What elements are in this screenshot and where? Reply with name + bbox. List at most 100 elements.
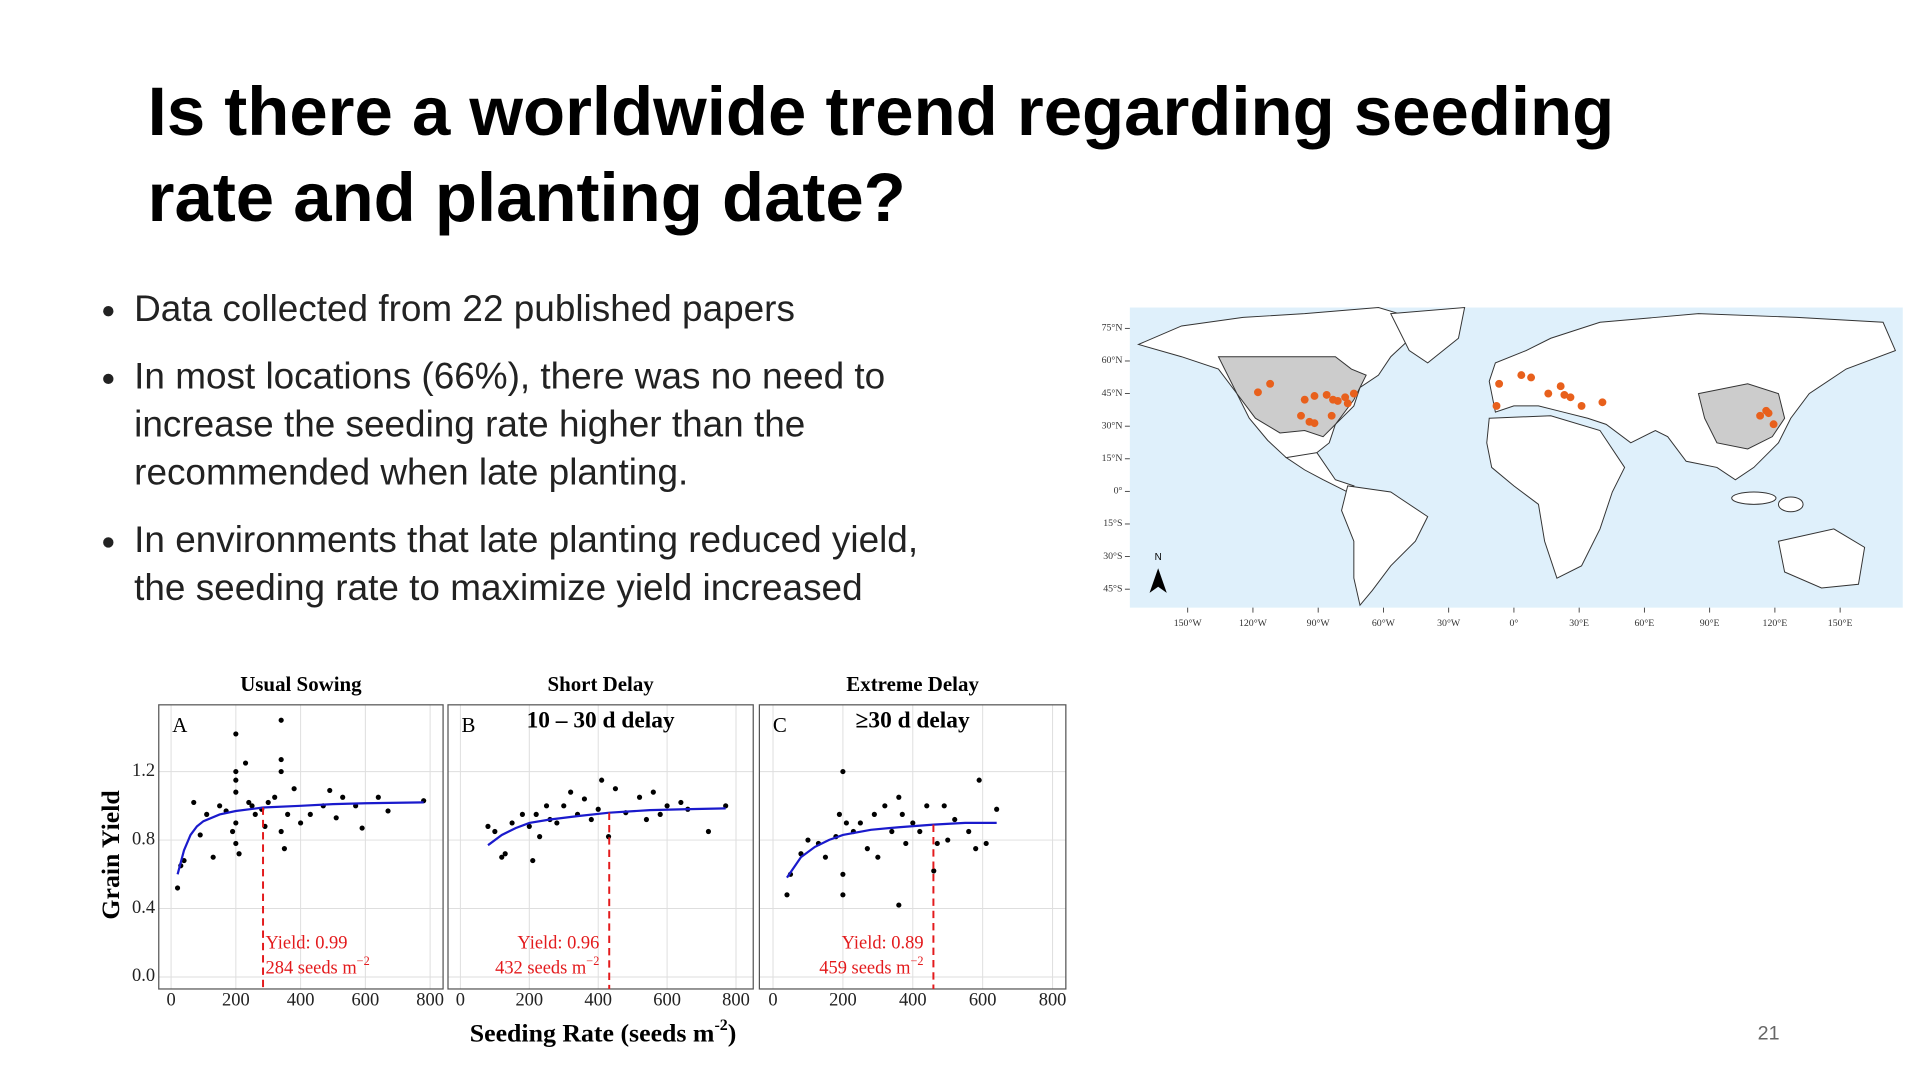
annotation-text: Yield: 0.99 — [265, 933, 347, 953]
panel-subtitle: 10 – 30 d delay — [527, 707, 675, 733]
data-point — [836, 811, 842, 817]
y-tick-label: 45°N — [1102, 388, 1123, 399]
x-tick-label: 120°E — [1763, 618, 1788, 629]
x-tick-label: 800 — [416, 990, 444, 1010]
annotation-line: 459 seeds m — [819, 958, 911, 978]
data-point — [530, 858, 536, 864]
data-point — [643, 816, 650, 823]
location-point — [1495, 379, 1504, 388]
y-tick-label: 75°N — [1102, 323, 1123, 334]
data-point — [242, 760, 249, 766]
location-point — [1556, 382, 1565, 391]
annotation-text: Yield: 0.96 — [517, 933, 599, 953]
x-tick-label: 90°E — [1700, 618, 1720, 629]
data-point — [843, 820, 849, 826]
data-point — [595, 806, 601, 812]
data-point — [492, 828, 498, 835]
panel-title: Usual Sowing — [240, 672, 362, 696]
x-tick-label: 120°W — [1239, 618, 1268, 629]
data-point — [236, 851, 242, 857]
page-number: 21 — [1758, 1023, 1780, 1045]
data-point — [882, 803, 888, 809]
data-point — [298, 820, 304, 826]
data-point — [333, 815, 339, 821]
data-point — [966, 828, 972, 835]
data-point — [910, 820, 916, 826]
panel-title: Extreme Delay — [846, 672, 979, 696]
panel-title: Short Delay — [547, 672, 654, 696]
data-point — [705, 828, 712, 835]
data-point — [650, 789, 656, 795]
data-point — [568, 789, 574, 795]
location-point — [1266, 379, 1275, 388]
data-point — [526, 823, 532, 829]
annotation-line: Yield: 0.99 — [265, 933, 347, 953]
location-point — [1560, 390, 1569, 399]
data-point — [864, 846, 870, 852]
x-tick-label: 0° — [1509, 618, 1518, 629]
bullet-text: In environments that late planting reduc… — [134, 519, 918, 560]
data-point — [657, 811, 663, 817]
y-tick-label: 45°S — [1103, 583, 1122, 594]
fit-curve — [786, 821, 997, 879]
plot-border — [158, 704, 444, 990]
data-point — [233, 840, 239, 847]
x-tick-label: 150°E — [1828, 618, 1853, 629]
y-tick-label: 15°S — [1103, 518, 1122, 529]
x-tick-label: 800 — [722, 990, 750, 1010]
location-point — [1341, 393, 1350, 402]
y-tick-label: 60°N — [1102, 355, 1123, 366]
location-point — [1349, 389, 1358, 398]
location-point — [1322, 390, 1331, 399]
annotation-superscript: −2 — [586, 954, 599, 968]
plot-border — [758, 704, 1067, 990]
greenland — [1390, 306, 1466, 364]
data-point — [889, 828, 895, 835]
data-point — [340, 794, 346, 800]
australia — [1777, 528, 1866, 589]
bullet-dot — [103, 373, 114, 385]
data-point — [233, 769, 239, 775]
y-tick-label: 1.2 — [132, 760, 155, 780]
data-point — [307, 811, 313, 817]
data-point — [359, 825, 365, 831]
data-point — [278, 828, 284, 835]
bullet-dot — [103, 306, 114, 317]
data-point — [375, 794, 381, 800]
slide-title: Is there a worldwide trend regarding see… — [148, 73, 1615, 150]
data-point — [983, 840, 989, 847]
data-point — [191, 799, 197, 805]
x-tick-label: 60°W — [1372, 618, 1396, 629]
annotation-superscript: −2 — [357, 954, 370, 968]
data-point — [588, 816, 594, 823]
y-tick-label: 0.4 — [132, 897, 155, 917]
slide-title: rate and planting date? — [148, 159, 906, 236]
x-tick-label: 60°E — [1635, 618, 1655, 629]
data-point — [533, 811, 539, 817]
location-point — [1297, 411, 1305, 420]
y-tick-label: 30°S — [1103, 551, 1122, 562]
data-point — [278, 757, 284, 763]
data-point — [204, 811, 210, 817]
x-tick-label: 0 — [768, 990, 777, 1010]
panel-label: A — [172, 713, 187, 737]
x-tick-label: 200 — [515, 990, 543, 1010]
location-point — [1756, 411, 1765, 420]
data-point — [233, 789, 239, 795]
y-tick-label: 0.0 — [132, 965, 155, 985]
china — [1697, 383, 1786, 450]
location-point — [1577, 402, 1586, 410]
annotation-line: 432 seeds m — [495, 958, 587, 978]
bullet-dot — [103, 537, 114, 548]
x-tick-label: 0 — [166, 990, 175, 1010]
data-point — [899, 811, 905, 817]
data-point — [543, 803, 550, 809]
x-tick-label: 600 — [352, 990, 380, 1010]
data-point — [636, 794, 643, 800]
x-tick-label: 800 — [1039, 990, 1067, 1010]
y-tick-label: 30°N — [1102, 420, 1123, 431]
annotation-superscript: −2 — [910, 954, 923, 968]
scatter-panel: 0 200 400 600 800 0.0 0.4 0.8 1.2 Usual Sowing A Yi… — [96, 672, 444, 1009]
x-tick-label: 0 — [456, 990, 465, 1010]
